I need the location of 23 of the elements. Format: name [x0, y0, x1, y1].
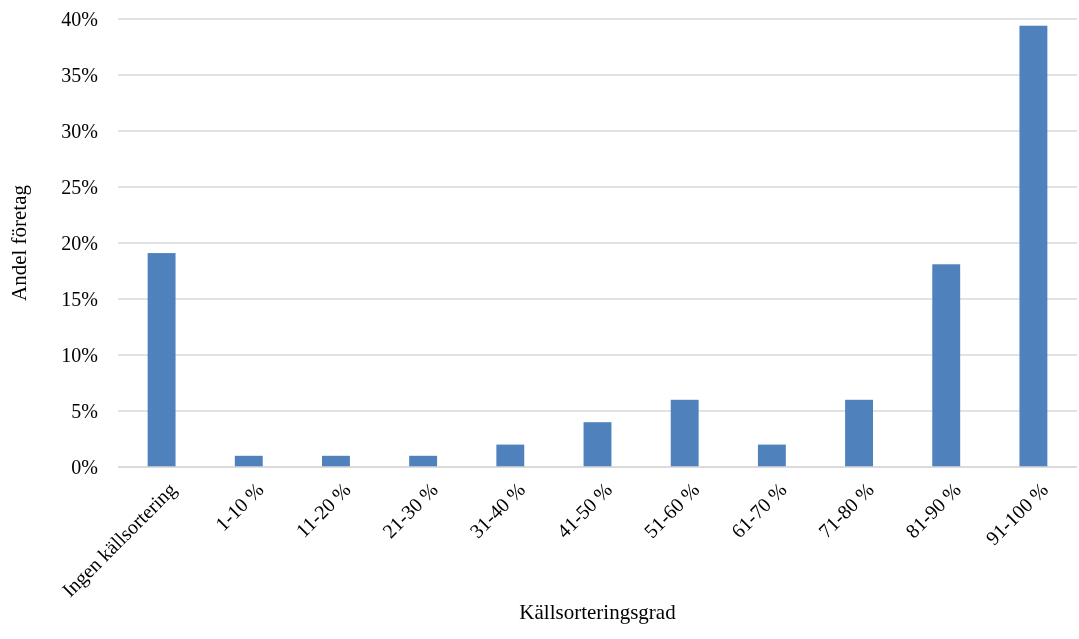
bar: [147, 253, 176, 467]
y-tick-label: 20%: [61, 232, 98, 254]
y-tick-label: 40%: [61, 8, 98, 30]
bar: [409, 455, 438, 467]
bar: [757, 444, 786, 467]
bar: [845, 399, 873, 467]
bar: [932, 264, 961, 467]
y-tick-label: 0%: [71, 456, 98, 478]
bar: [1019, 25, 1048, 467]
bar: [322, 455, 350, 467]
y-tick-label: 5%: [71, 400, 98, 422]
y-tick-label: 25%: [61, 176, 98, 198]
y-tick-label: 10%: [61, 344, 98, 366]
y-tick-label: 35%: [61, 64, 98, 86]
x-axis-title: Källsorteringsgrad: [519, 600, 677, 624]
x-tick-label: 1-10 %: [210, 478, 268, 535]
bar: [670, 399, 699, 467]
y-tick-label: 15%: [61, 288, 98, 310]
y-axis-title: Andel företag: [7, 184, 31, 302]
y-tick-label: 30%: [61, 120, 98, 142]
bar: [234, 455, 263, 467]
bar: [583, 422, 612, 467]
bar: [496, 444, 525, 467]
